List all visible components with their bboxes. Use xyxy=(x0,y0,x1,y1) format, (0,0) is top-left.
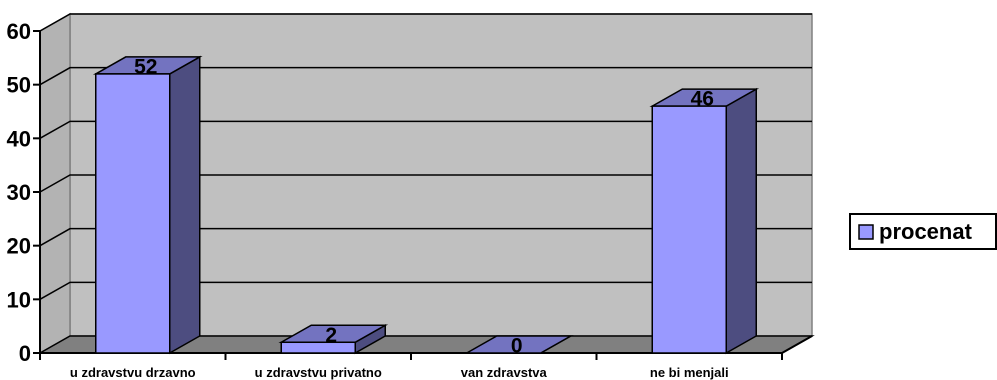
bar-side xyxy=(169,55,201,355)
gridline xyxy=(39,281,812,300)
bar xyxy=(649,87,760,355)
y-tick-label: 10 xyxy=(7,287,31,312)
bar-front xyxy=(651,105,727,354)
gridline xyxy=(39,174,812,193)
y-tick-label: 50 xyxy=(7,73,31,98)
legend: procenat xyxy=(849,213,997,250)
legend-box xyxy=(849,213,997,250)
data-label: 0 xyxy=(511,335,523,358)
legend-label: procenat xyxy=(879,219,973,244)
data-label: 46 xyxy=(691,88,714,111)
bar xyxy=(92,55,203,355)
bar-top xyxy=(463,335,574,354)
data-label: 52 xyxy=(134,55,157,78)
bar-front xyxy=(280,341,356,354)
gridline xyxy=(39,13,812,32)
y-tick-label: 20 xyxy=(7,234,31,259)
x-tick-label: van zdravstva xyxy=(461,365,548,380)
bar-front xyxy=(95,73,171,354)
y-tick-label: 0 xyxy=(19,341,31,366)
data-label: 2 xyxy=(325,324,337,347)
gridline xyxy=(39,120,812,139)
data-labels: 52 2 0 46 xyxy=(134,55,714,357)
x-tick-label: u zdravstvu drzavno xyxy=(70,365,196,380)
legend-swatch xyxy=(858,224,874,240)
bars xyxy=(92,55,760,355)
y-tick-label: 40 xyxy=(7,126,31,151)
bar-side xyxy=(725,87,757,355)
x-tick-label: ne bi menjali xyxy=(650,365,729,380)
gridlines xyxy=(39,13,812,300)
bar xyxy=(278,323,389,355)
y-tick-label: 30 xyxy=(7,180,31,205)
gridline xyxy=(39,227,812,247)
floor-edge xyxy=(781,335,813,354)
gridline xyxy=(39,66,812,86)
bar xyxy=(463,335,574,354)
x-tick-label: u zdravstvu privatno xyxy=(255,365,382,380)
x-tick-labels: u zdravstvu drzavno u zdravstvu privatno v… xyxy=(70,365,729,380)
y-tick-label: 60 xyxy=(7,19,31,44)
y-tick-labels: 0 10 20 30 40 50 60 xyxy=(7,19,31,366)
